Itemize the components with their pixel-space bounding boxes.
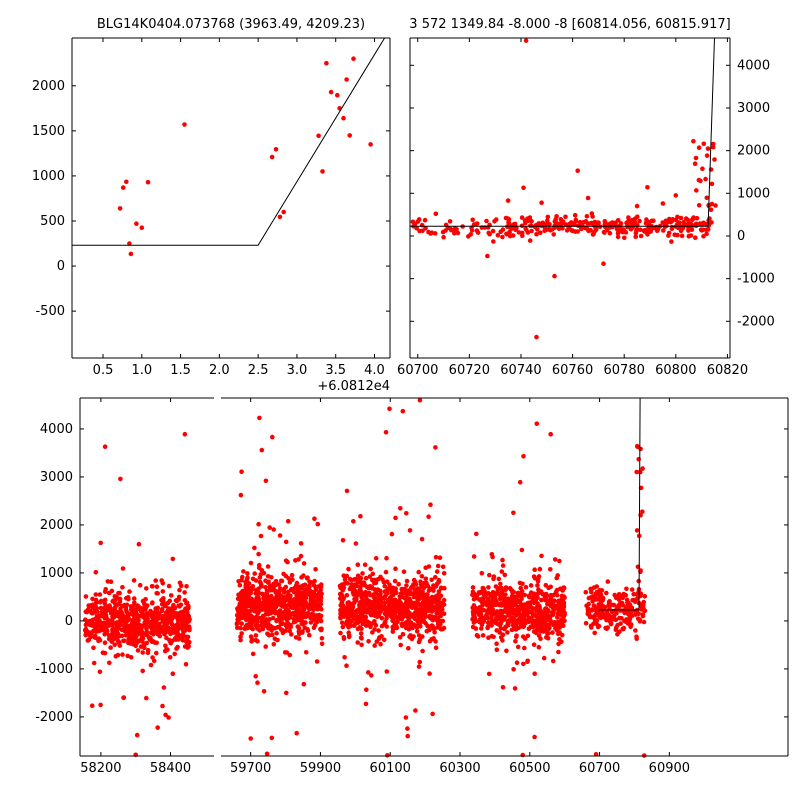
y-tick-label: -2000 (737, 314, 775, 329)
x-tick-label: 60700 (579, 761, 620, 776)
axis-ticks (410, 38, 730, 358)
x-tick-label: 60700 (397, 363, 438, 378)
x-tick-label: 3.5 (325, 363, 346, 378)
y-tick-label: 1500 (32, 124, 65, 139)
scatter-points (410, 38, 718, 340)
y-tick-label: 1000 (40, 566, 73, 581)
y-tick-label: 2000 (737, 144, 770, 159)
model-line (410, 37, 715, 227)
x-tick-label: 60500 (509, 761, 550, 776)
axis-frame (71, 37, 391, 359)
y-tick-label: 0 (57, 259, 65, 274)
y-tick-label: 1000 (32, 169, 65, 184)
y-tick-label: 3000 (40, 470, 73, 485)
x-tick-label: 60780 (604, 363, 645, 378)
x-tick-label: 60800 (655, 363, 696, 378)
left-plot-title: BLG14K0404.073768 (3963.49, 4209.23) (97, 17, 365, 32)
x-tick-label: 59700 (230, 761, 271, 776)
x-tick-label: 60900 (649, 761, 690, 776)
axis-ticks (72, 38, 390, 358)
x-tick-label: 2.5 (248, 363, 269, 378)
x-tick-label: 1.0 (131, 363, 152, 378)
panel-full-lightcurve: 58200 58400 -2000 -1000 0 1000 2000 3000 4000 597… (35, 397, 789, 776)
y-tick-label: -1000 (737, 272, 775, 287)
x-tick-label: 4.0 (364, 363, 385, 378)
scatter-points (117, 56, 373, 257)
right-plot-title: 3 572 1349.84 -8.000 -8 [60814.056, 6081… (409, 17, 730, 32)
y-tick-label: 3000 (737, 101, 770, 116)
x-tick-label: 60100 (370, 761, 411, 776)
model-line (72, 37, 386, 246)
x-tick-label: 59900 (300, 761, 341, 776)
x-tick-label: 58400 (150, 761, 191, 776)
axis-frame (409, 37, 731, 359)
x-tick-label: 60760 (552, 363, 593, 378)
scatter-points (234, 397, 648, 758)
axis-ticks (80, 398, 171, 756)
x-tick-label: 1.5 (170, 363, 191, 378)
y-tick-label: -2000 (35, 710, 73, 725)
y-tick-label: -1000 (35, 662, 73, 677)
panel-zoom-left: 0.5 1.0 1.5 2.0 2.5 3.0 3.5 4.0 -500 0 500 1000 1500… (32, 37, 391, 378)
y-tick-label: 2000 (40, 518, 73, 533)
y-tick-label: 500 (40, 214, 65, 229)
y-tick-label: 0 (737, 229, 745, 244)
y-tick-label: 1000 (737, 186, 770, 201)
y-tick-label: 4000 (40, 422, 73, 437)
x-tick-label: 3.0 (287, 363, 308, 378)
x-tick-label: 60300 (439, 761, 480, 776)
x-tick-label: 0.5 (93, 363, 114, 378)
axis-ticks (250, 398, 788, 756)
model-line (598, 397, 641, 611)
x-tick-label: 60740 (500, 363, 541, 378)
y-tick-label: 0 (65, 614, 73, 629)
panel-zoom-right: 60700 60720 60740 60760 60780 60800 60820 -2000… (397, 37, 775, 378)
x-tick-label: 2.0 (209, 363, 230, 378)
axis-frame (79, 397, 214, 757)
axis-frame (221, 397, 789, 757)
y-tick-label: 2000 (32, 79, 65, 94)
y-tick-label: -500 (35, 304, 65, 319)
x-tick-label: 60720 (449, 363, 490, 378)
x-axis-offset-label: +6.0812e4 (317, 379, 390, 394)
x-tick-label: 58200 (80, 761, 121, 776)
plots-render-root: 0.5 1.0 1.5 2.0 2.5 3.0 3.5 4.0 -500 0 500 1000 1500… (32, 37, 789, 776)
x-tick-label: 60820 (707, 363, 748, 378)
scatter-points (82, 431, 192, 758)
y-tick-label: 4000 (737, 58, 770, 73)
